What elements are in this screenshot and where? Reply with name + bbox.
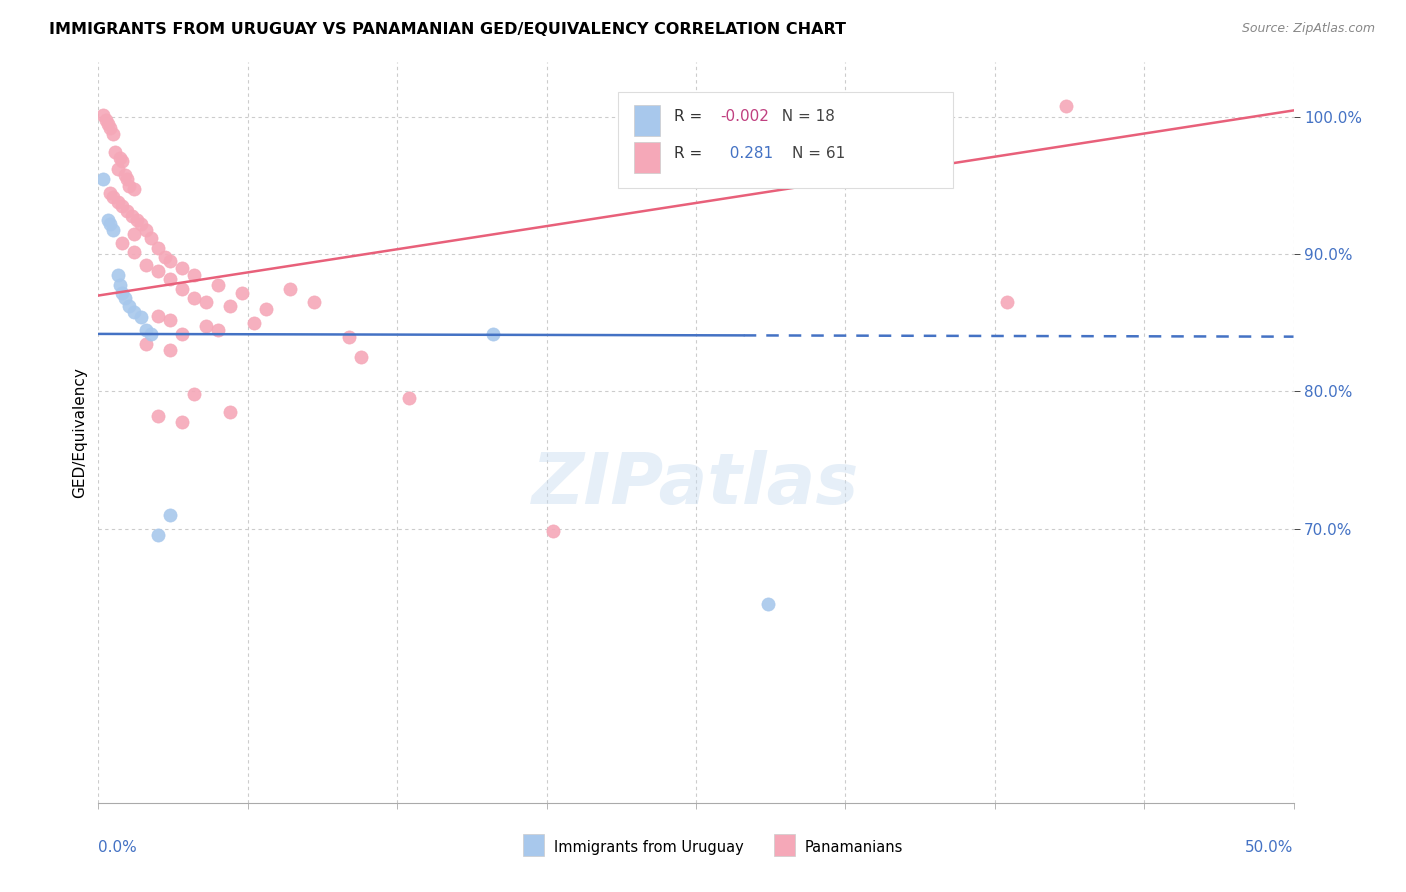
Point	[148, 409, 170, 424]
Point	[139, 231, 162, 245]
Point	[91, 107, 114, 121]
Point	[115, 172, 138, 186]
Point	[111, 285, 134, 300]
Point	[183, 387, 205, 401]
Point	[111, 154, 134, 169]
Text: Source: ZipAtlas.com: Source: ZipAtlas.com	[1241, 22, 1375, 36]
Point	[482, 326, 505, 341]
Text: N = 18: N = 18	[772, 109, 835, 124]
Point	[121, 209, 143, 223]
Point	[125, 213, 148, 227]
Point	[139, 326, 162, 341]
Text: 0.281: 0.281	[720, 146, 773, 161]
Point	[207, 323, 229, 337]
Point	[135, 323, 157, 337]
Point	[111, 199, 134, 213]
Point	[183, 291, 205, 305]
Text: R =: R =	[675, 146, 707, 161]
Bar	[634, 105, 661, 136]
Bar	[773, 834, 796, 856]
Text: -0.002: -0.002	[720, 109, 769, 124]
Text: 50.0%: 50.0%	[1246, 840, 1294, 855]
Point	[1056, 99, 1078, 113]
Text: Panamanians: Panamanians	[804, 840, 903, 855]
Point	[107, 195, 129, 210]
Text: N = 61: N = 61	[792, 146, 845, 161]
Point	[135, 336, 157, 351]
Point	[172, 326, 194, 341]
Point	[995, 295, 1018, 310]
Point	[195, 318, 218, 333]
Text: R =: R =	[675, 109, 707, 124]
Point	[231, 285, 253, 300]
Point	[195, 295, 218, 310]
Point	[398, 392, 420, 406]
Point	[114, 291, 136, 305]
Point	[124, 244, 146, 259]
Point	[278, 282, 301, 296]
Point	[159, 254, 181, 268]
Text: IMMIGRANTS FROM URUGUAY VS PANAMANIAN GED/EQUIVALENCY CORRELATION CHART: IMMIGRANTS FROM URUGUAY VS PANAMANIAN GE…	[49, 22, 846, 37]
Point	[172, 282, 194, 296]
Point	[243, 316, 266, 330]
Bar	[523, 834, 544, 856]
Point	[124, 227, 146, 241]
Point	[159, 313, 181, 327]
Point	[101, 223, 124, 237]
Point	[94, 113, 117, 128]
Point	[97, 117, 120, 131]
Point	[115, 203, 138, 218]
Point	[131, 310, 153, 325]
Text: ZIPatlas: ZIPatlas	[533, 450, 859, 519]
Text: 0.0%: 0.0%	[98, 840, 138, 855]
Point	[107, 162, 129, 177]
Point	[131, 217, 153, 231]
Point	[172, 415, 194, 429]
Point	[118, 178, 141, 193]
Y-axis label: GED/Equivalency: GED/Equivalency	[72, 368, 87, 498]
Point	[148, 528, 170, 542]
Point	[108, 152, 131, 166]
Point	[104, 145, 127, 159]
Point	[135, 223, 157, 237]
Point	[124, 305, 146, 319]
Point	[183, 268, 205, 282]
Point	[254, 302, 277, 317]
Point	[339, 329, 361, 343]
Point	[302, 295, 325, 310]
Point	[135, 258, 157, 272]
Point	[793, 103, 815, 118]
Point	[159, 343, 181, 358]
Point	[124, 181, 146, 195]
Point	[219, 405, 242, 419]
Point	[91, 172, 114, 186]
FancyBboxPatch shape	[619, 92, 953, 188]
Point	[148, 264, 170, 278]
Point	[159, 272, 181, 286]
Text: Immigrants from Uruguay: Immigrants from Uruguay	[554, 840, 744, 855]
Point	[148, 240, 170, 255]
Point	[107, 268, 129, 282]
Point	[97, 213, 120, 227]
Point	[756, 597, 779, 611]
Point	[172, 261, 194, 276]
Point	[98, 121, 122, 136]
Point	[111, 236, 134, 251]
Point	[108, 277, 131, 292]
Point	[114, 168, 136, 182]
Bar	[634, 143, 661, 173]
Point	[219, 300, 242, 314]
Point	[541, 524, 564, 539]
Point	[101, 127, 124, 141]
Point	[118, 300, 141, 314]
Point	[159, 508, 181, 522]
Point	[98, 217, 122, 231]
Point	[207, 277, 229, 292]
Point	[148, 309, 170, 323]
Point	[1295, 326, 1317, 341]
Point	[101, 190, 124, 204]
Point	[350, 350, 373, 364]
Point	[98, 186, 122, 200]
Point	[155, 250, 177, 264]
